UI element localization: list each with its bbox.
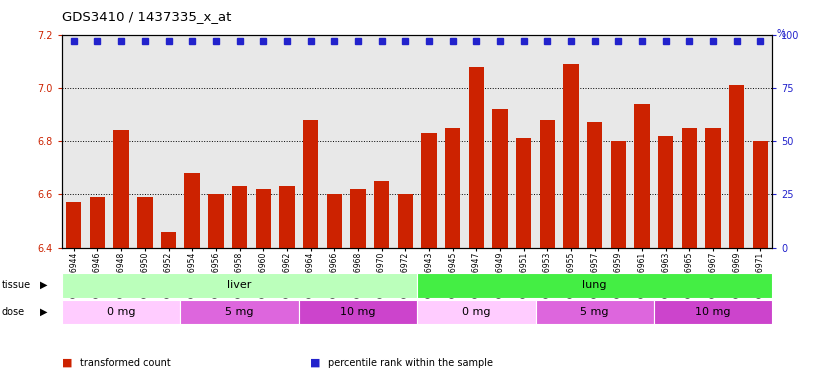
Text: liver: liver (227, 280, 252, 290)
Text: dose: dose (2, 307, 25, 317)
Bar (634, 104, 650, 248)
Text: GDS3410 / 1437335_x_at: GDS3410 / 1437335_x_at (62, 10, 231, 23)
Bar (113, 131, 129, 248)
Bar (654, 300, 772, 324)
Text: ▶: ▶ (40, 307, 47, 317)
Bar (161, 232, 176, 248)
Bar (587, 122, 602, 248)
Bar (445, 128, 460, 248)
Text: 10 mg: 10 mg (340, 307, 376, 317)
Bar (417, 273, 772, 298)
Bar (539, 120, 555, 248)
Bar (610, 141, 626, 248)
Bar (681, 128, 697, 248)
Text: 0 mg: 0 mg (107, 307, 135, 317)
Bar (705, 128, 721, 248)
Bar (303, 120, 318, 248)
Text: 5 mg: 5 mg (225, 307, 254, 317)
Bar (563, 64, 579, 248)
Text: ■: ■ (310, 358, 320, 368)
Bar (137, 197, 153, 248)
Bar (180, 300, 299, 324)
Text: 0 mg: 0 mg (462, 307, 491, 317)
Bar (492, 109, 508, 248)
Text: lung: lung (582, 280, 607, 290)
Bar (326, 194, 342, 248)
Bar (66, 202, 82, 248)
Bar (299, 300, 417, 324)
Bar (208, 194, 224, 248)
Bar (516, 139, 531, 248)
Bar (658, 136, 673, 248)
Text: 10 mg: 10 mg (695, 307, 731, 317)
Bar (184, 173, 200, 248)
Bar (232, 186, 247, 248)
Text: ■: ■ (62, 358, 73, 368)
Bar (374, 181, 389, 248)
Text: tissue: tissue (2, 280, 31, 290)
Bar (62, 300, 180, 324)
Bar (279, 186, 295, 248)
Bar (421, 133, 437, 248)
Text: percentile rank within the sample: percentile rank within the sample (328, 358, 493, 368)
Bar (417, 300, 535, 324)
Text: %: % (776, 29, 786, 39)
Bar (90, 197, 105, 248)
Bar (62, 273, 417, 298)
Text: ▶: ▶ (40, 280, 47, 290)
Bar (255, 189, 271, 248)
Bar (350, 189, 366, 248)
Bar (729, 85, 744, 248)
Bar (752, 141, 768, 248)
Bar (535, 300, 654, 324)
Text: 5 mg: 5 mg (581, 307, 609, 317)
Text: transformed count: transformed count (80, 358, 171, 368)
Bar (397, 194, 413, 248)
Bar (468, 66, 484, 248)
